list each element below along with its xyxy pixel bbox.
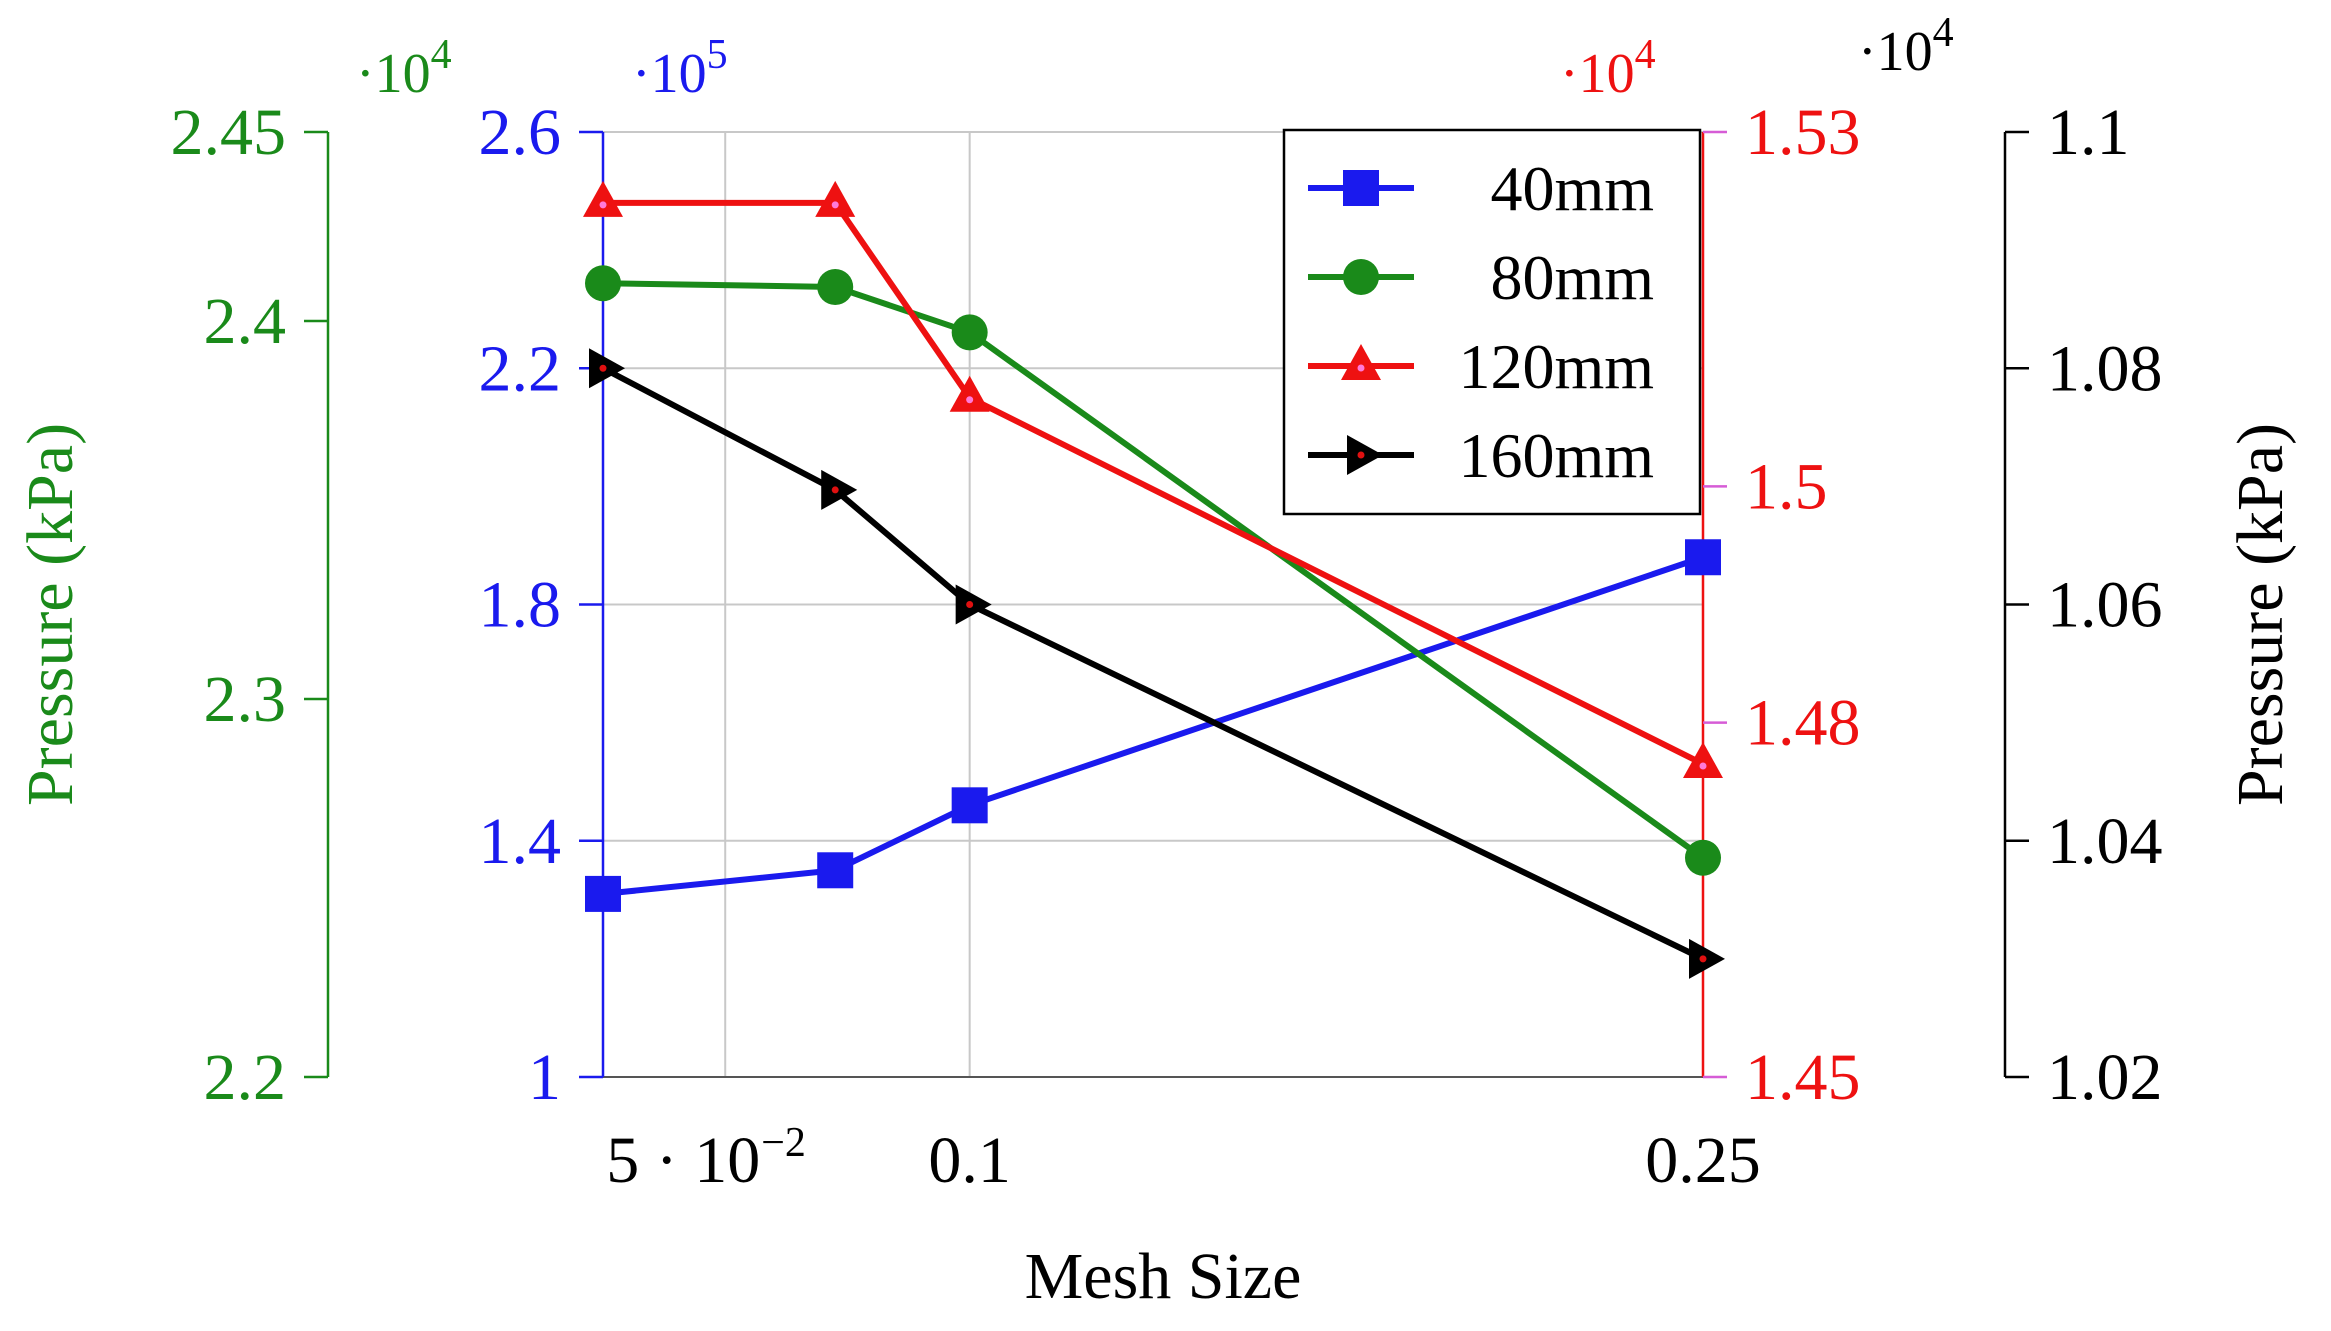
right-inner-multiplier-base: ·10 [1560,43,1635,105]
marker-shape [1341,344,1381,380]
legend-marker-120mm [1341,344,1381,380]
marker-dot [1357,451,1365,459]
right-outer-multiplier-base: ·10 [1858,21,1933,83]
left-inner-tick-label: 1 [528,1041,561,1114]
marker-shape [589,348,625,389]
left-inner-tick-label: 2.2 [479,332,562,405]
right-outer-tick-label: 1.02 [2047,1041,2163,1114]
data-point-160mm [955,584,992,625]
data-point-160mm [821,469,858,510]
marker-shape [583,180,623,217]
x-tick-label: 0.1 [928,1124,1011,1197]
marker-shape [1347,435,1383,475]
marker-shape [955,584,992,625]
left-inner-multiplier: ·105 [632,32,728,105]
series-line-120mm [603,199,1705,767]
legend-entry: 40mm [1308,153,1654,224]
series-line-160mm [601,365,1705,962]
data-point-160mm [1689,938,1725,979]
left-outer-tick-label: 2.3 [204,663,287,736]
right-inner-tick-label: 1.48 [1745,687,1861,760]
data-point-40mm [817,852,854,889]
left-outer-multiplier: ·104 [356,32,452,105]
right-inner-multiplier-exponent: 4 [1635,32,1656,78]
marker-dot [599,364,607,372]
right-inner-tick-label: 1.45 [1745,1041,1861,1114]
data-point-80mm [585,265,621,302]
left-outer-tick-label: 2.2 [204,1041,287,1114]
marker-dot [831,486,839,494]
right-inner-tick-label: 1.5 [1745,450,1828,523]
left-outer-tick-label: 2.4 [204,285,287,358]
legend-label: 120mm [1458,331,1654,402]
legend-entry: 160mm [1308,420,1654,491]
right-outer-tick-label: 1.06 [2047,569,2163,642]
right-inner-multiplier: ·104 [1560,32,1656,105]
data-point-40mm [1685,539,1721,576]
x-tick-exponent: −2 [761,1120,806,1166]
legend-marker-80mm [1343,259,1379,295]
legend-label: 80mm [1490,242,1654,313]
series-line-80mm [602,280,1705,861]
marker-shape [821,469,858,510]
series-layer [583,180,1725,979]
right-outer-axis-title: Pressure (kPa) [2224,423,2297,806]
right-outer-tick-label: 1.04 [2047,805,2163,878]
data-point-120mm [583,180,623,217]
legend-label: 160mm [1458,420,1654,491]
left-inner-tick-label: 1.4 [479,805,562,878]
marker-shape [1689,938,1725,979]
left-outer-multiplier-exponent: 4 [431,32,452,78]
marker-dot [1699,762,1707,770]
left-outer-tick-label: 2.45 [171,96,287,169]
left-inner-multiplier-base: ·10 [632,43,707,105]
right-outer-tick-label: 1.08 [2047,332,2163,405]
left-outer-multiplier-base: ·10 [356,43,431,105]
legend-marker-160mm [1347,435,1383,475]
marker-dot [1357,364,1365,372]
left-inner-tick-label: 1.8 [479,569,562,642]
data-point-40mm [585,875,621,912]
x-axis-title: Mesh Size [1025,1240,1302,1313]
left-outer-axis-title: Pressure (kPa) [14,423,87,806]
data-point-120mm [949,375,990,412]
data-point-80mm [817,268,854,305]
series-line-40mm [602,554,1704,897]
marker-dot [966,396,974,404]
marker-dot [1699,955,1707,963]
marker-shape [1683,741,1723,778]
legend: 40mm 80mm 120mm 160mm [1282,128,1702,516]
right-outer-tick-label: 1.1 [2047,96,2130,169]
data-point-40mm [951,787,988,824]
axes-layer: 5 · 10 −2 0.1 0.25 Mesh Size 2.2 2.3 2.4 2.45 ·10… [14,10,2297,1313]
legend-marker-40mm [1343,170,1379,206]
marker-shape [815,180,856,217]
right-inner-tick-label: 1.53 [1745,96,1861,169]
data-point-120mm [815,180,856,217]
right-outer-multiplier-exponent: 4 [1933,10,1954,56]
marker-shape [949,375,990,412]
data-point-120mm [1683,741,1723,778]
marker-dot [831,201,839,209]
marker-dot [599,201,607,209]
x-tick-label: 0.25 [1645,1124,1761,1197]
data-point-80mm [1685,839,1721,876]
data-point-80mm [951,314,988,351]
data-point-160mm [589,348,625,389]
legend-entry: 120mm [1308,331,1654,402]
x-tick-label: 5 · 10 [606,1124,760,1197]
left-inner-tick-label: 2.6 [479,96,562,169]
legend-label: 40mm [1490,153,1654,224]
legend-entry: 80mm [1308,242,1654,313]
right-outer-multiplier: ·104 [1858,10,1954,83]
marker-dot [966,601,974,608]
left-inner-multiplier-exponent: 5 [707,32,728,78]
